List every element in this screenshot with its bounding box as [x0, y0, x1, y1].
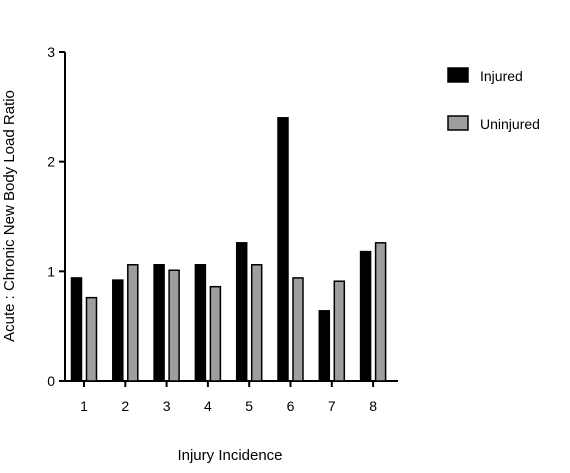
legend: Injured Uninjured: [447, 67, 540, 132]
bar-uninjured-7: [333, 280, 346, 382]
bar-injured-1: [70, 277, 83, 382]
y-tick-label: 0: [47, 373, 55, 389]
y-tick-label: 1: [47, 263, 55, 279]
y-tick-label: 2: [47, 154, 55, 170]
bar-uninjured-6: [292, 277, 304, 382]
y-axis-label: Acute : Chronic New Body Load Ratio: [1, 90, 18, 342]
bar-uninjured-8: [374, 242, 387, 382]
y-ticks: 0 1 2 3: [47, 44, 65, 389]
bar-uninjured-4: [209, 285, 222, 382]
legend-label-uninjured: Uninjured: [480, 116, 540, 132]
bars: [70, 117, 387, 382]
x-tick-label: 6: [287, 398, 295, 414]
x-tick-label: 2: [121, 398, 129, 414]
x-axis-label: Injury Incidence: [177, 447, 282, 464]
x-tick-label: 5: [245, 398, 253, 414]
bar-injured-4: [194, 264, 207, 382]
legend-swatch-injured: [447, 67, 469, 83]
bar-uninjured-5: [250, 264, 263, 382]
bar-injured-5: [235, 242, 248, 382]
bar-injured-3: [153, 264, 165, 382]
y-tick-label: 3: [47, 44, 55, 60]
bar-injured-8: [359, 250, 372, 382]
bar-uninjured-3: [168, 269, 180, 382]
x-tick-label: 1: [80, 398, 88, 414]
bar-injured-2: [112, 279, 124, 382]
x-tick-label: 4: [204, 398, 212, 414]
legend-swatch-uninjured: [447, 115, 469, 131]
x-tick-label: 7: [328, 398, 336, 414]
x-tick-label: 3: [163, 398, 171, 414]
legend-label-injured: Injured: [480, 68, 523, 84]
bar-injured-7: [318, 310, 331, 382]
x-tick-label: 8: [369, 398, 377, 414]
x-ticks: 1 2 3 4 5 6 7 8: [80, 381, 377, 414]
bar-uninjured-2: [127, 264, 139, 382]
bar-uninjured-1: [85, 296, 98, 382]
bar-injured-6: [277, 117, 289, 382]
